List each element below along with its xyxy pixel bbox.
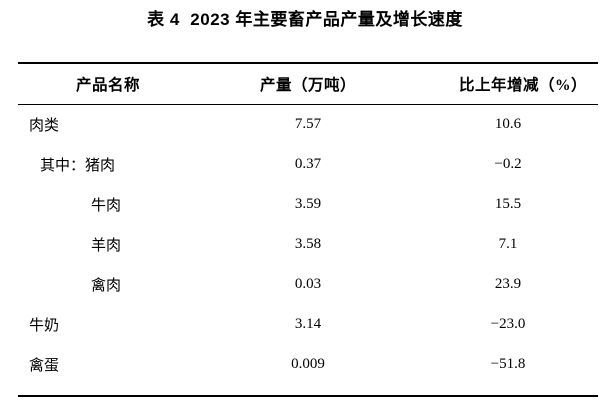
header-row: 产品名称 产量（万吨） 比上年增减（%） [18,64,598,105]
change-cell: −51.8 [490,355,526,372]
product-name-cell: 禽肉 [91,277,122,294]
column-header-change-label: 比上年增减（%） [458,76,587,94]
change-cell: 23.9 [494,275,522,292]
change-cell: −0.2 [494,155,522,172]
change-cell: 7.1 [498,235,518,252]
product-name-cell: 牛奶 [29,317,60,334]
output-cell: 7.57 [294,115,322,132]
product-name-cell: 禽蛋 [29,357,60,374]
product-name-cell: 羊肉 [91,237,122,254]
output-cell: 0.37 [294,155,322,172]
output-cell: 0.03 [294,275,322,292]
output-cell: 0.009 [291,355,325,372]
table-title: 表 4 2023 年主要畜产品产量及增长速度 [147,10,463,29]
table-row: 牛奶 3.14 −23.0 [18,304,598,344]
output-cell: 3.14 [294,315,322,332]
table-header: 产品名称 产量（万吨） 比上年增减（%） [18,64,598,105]
product-name-cell: 肉类 [29,117,60,134]
table-row: 牛肉 3.59 15.5 [18,184,598,224]
table-row: 禽蛋 0.009 −51.8 [18,344,598,384]
table-container: 产品名称 产量（万吨） 比上年增减（%） 肉类 7.57 10.6 其中：猪肉 … [18,62,598,397]
output-cell: 3.58 [294,235,322,252]
product-name-cell: 牛肉 [91,197,122,214]
change-cell: −23.0 [490,315,526,332]
column-header-change: 比上年增减（%） [418,64,598,105]
livestock-products-table: 产品名称 产量（万吨） 比上年增减（%） 肉类 7.57 10.6 其中：猪肉 … [18,64,598,384]
product-name-cell: 其中：猪肉 [40,157,116,174]
change-cell: 15.5 [494,195,522,212]
output-cell: 3.59 [294,195,322,212]
column-header-output: 产量（万吨） [198,64,418,105]
column-header-product-name: 产品名称 [18,64,198,105]
change-cell: 10.6 [494,115,522,132]
table-row: 羊肉 3.58 7.1 [18,224,598,264]
table-row: 禽肉 0.03 23.9 [18,264,598,304]
table-row: 其中：猪肉 0.37 −0.2 [18,144,598,184]
table-row: 肉类 7.57 10.6 [18,104,598,144]
table-body: 肉类 7.57 10.6 其中：猪肉 0.37 −0.2 牛肉 3.59 15.… [18,104,598,384]
